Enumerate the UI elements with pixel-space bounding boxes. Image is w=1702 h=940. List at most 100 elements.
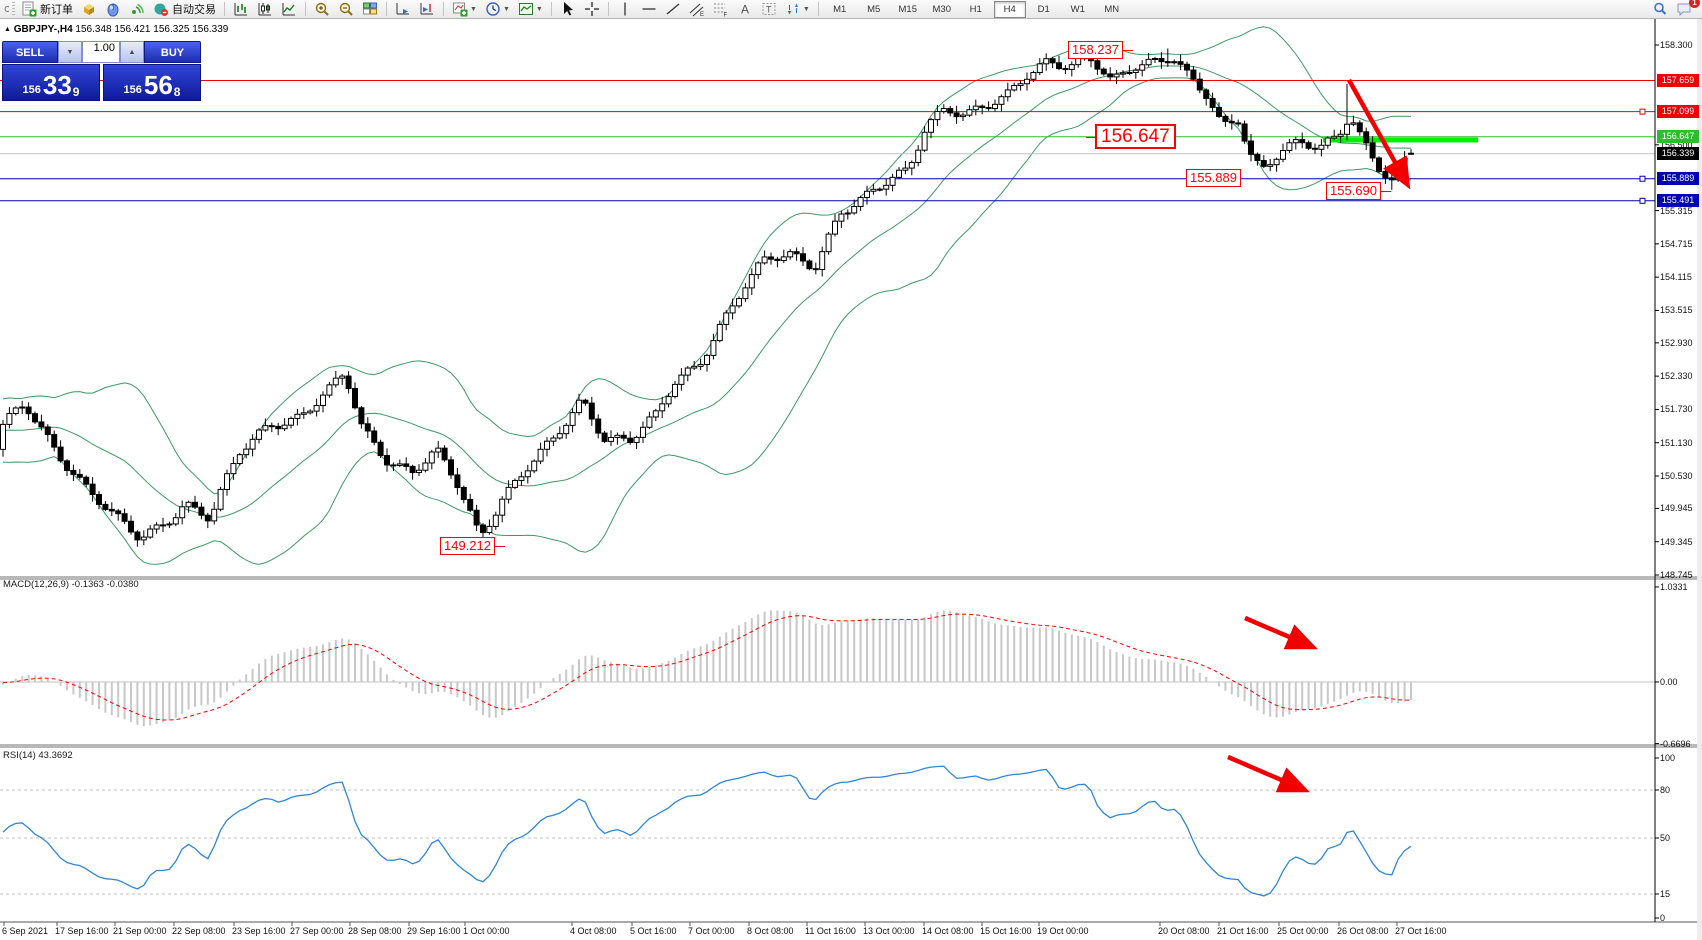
- chart-shift-icon: [420, 3, 433, 15]
- zoom-in-button[interactable]: [311, 1, 333, 17]
- sell-price-small: 156: [22, 84, 41, 96]
- autotrading-label: 自动交易: [172, 4, 216, 16]
- sell-price-sup: 9: [72, 85, 80, 99]
- clipped-icon: [1, 1, 9, 17]
- buy-price-sup: 8: [173, 85, 181, 99]
- signals-button[interactable]: [126, 1, 148, 17]
- templates-caret-icon: ▼: [535, 5, 543, 13]
- search-icon: [1654, 2, 1667, 15]
- price-annotation[interactable]: 155.889: [1186, 169, 1241, 187]
- svg-text:F: F: [723, 13, 727, 18]
- arrows-caret-icon: ▼: [802, 5, 810, 13]
- bar-chart-icon: [234, 3, 247, 16]
- cursor-tool-button[interactable]: [557, 1, 579, 17]
- depth-of-market-button[interactable]: [78, 1, 100, 17]
- price-annotation[interactable]: 158.237: [1068, 41, 1133, 59]
- new-order-button[interactable]: 新订单: [18, 1, 76, 17]
- indicators-button[interactable]: ▼: [449, 1, 480, 17]
- timeframe-H4[interactable]: H4: [993, 0, 1026, 18]
- timeframe-M30[interactable]: M30: [932, 3, 951, 15]
- annotation-tail: [1381, 191, 1391, 192]
- bollinger-bands: [2, 26, 1412, 565]
- horizontal-line-objects[interactable]: [0, 80, 1655, 204]
- timeframe-M15[interactable]: M15: [898, 3, 917, 15]
- sell-price-big: 33: [42, 70, 72, 100]
- line-chart-icon: [282, 3, 295, 16]
- crosshair-tool-button[interactable]: [581, 1, 603, 17]
- indicators-caret-icon: ▼: [470, 5, 477, 13]
- chart-shift-button[interactable]: [416, 1, 438, 17]
- tile-windows-button[interactable]: [359, 1, 381, 17]
- red-trend-arrow[interactable]: [1347, 78, 1411, 190]
- annotation-tail: [1123, 50, 1133, 51]
- trendline-tool-button[interactable]: [662, 1, 684, 17]
- channel-tool-button[interactable]: E: [686, 1, 708, 17]
- hline-tool-button[interactable]: [638, 1, 660, 17]
- timeframe-H1[interactable]: H1: [969, 3, 982, 15]
- fibonacci-icon: F: [713, 3, 727, 18]
- svg-text:A: A: [741, 3, 749, 17]
- search-button[interactable]: [1649, 1, 1671, 17]
- zoom-in-icon: [315, 2, 329, 16]
- ohlc-readout: 156.348 156.421 156.325 156.339: [75, 24, 229, 35]
- timeframe-M5[interactable]: M5: [867, 3, 881, 15]
- buy-quote[interactable]: 156 56 8: [103, 64, 201, 101]
- vline-tool-button[interactable]: [614, 1, 636, 17]
- sell-button[interactable]: SELL: [2, 41, 58, 63]
- red-trend-arrow[interactable]: [1244, 615, 1318, 650]
- macd-signal-line: [2, 613, 1412, 721]
- signal-icon: [132, 3, 144, 14]
- line-handle[interactable]: [1639, 197, 1646, 204]
- templates-button[interactable]: ▼: [515, 1, 546, 17]
- macd-panel: [0, 610, 1655, 727]
- auto-scroll-button[interactable]: [392, 1, 414, 17]
- line-handle[interactable]: [1639, 175, 1646, 182]
- svg-text:E: E: [700, 12, 704, 17]
- text-label-icon: T: [762, 3, 776, 15]
- sell-quote[interactable]: 156 33 9: [2, 64, 100, 101]
- symbol-title: GBPJPY-,H4: [13, 24, 73, 35]
- periods-button[interactable]: ▼: [482, 1, 513, 17]
- trendline-icon: [666, 3, 680, 15]
- timeframe-group: M1 M5 M15 M30 H1 H4 D1 W1 MN: [823, 0, 1129, 18]
- rsi-panel: [0, 765, 1655, 897]
- buy-button[interactable]: BUY: [144, 41, 201, 63]
- market-watch-button[interactable]: [102, 1, 124, 17]
- svg-text:T: T: [766, 5, 772, 15]
- periods-caret-icon: ▼: [502, 5, 510, 13]
- fibonacci-tool-button[interactable]: F: [710, 1, 732, 17]
- right-edge-strip: [1697, 18, 1702, 940]
- price-annotation[interactable]: 155.690: [1326, 182, 1391, 200]
- red-trend-arrow[interactable]: [1227, 754, 1310, 793]
- autotrading-button[interactable]: 自动交易: [150, 1, 219, 17]
- timeframe-W1[interactable]: W1: [1070, 3, 1085, 15]
- notification-badge: 1: [1689, 0, 1700, 8]
- candle-chart-mode-button[interactable]: [254, 1, 276, 17]
- annotation-tail: [495, 546, 505, 547]
- zoom-out-button[interactable]: [335, 1, 357, 17]
- auto-scroll-icon: [396, 3, 409, 15]
- magnifier-fragment-icon: [4, 6, 9, 12]
- timeframe-M1[interactable]: M1: [833, 3, 847, 15]
- bar-chart-mode-button[interactable]: [230, 1, 252, 17]
- line-handle[interactable]: [1639, 108, 1646, 115]
- volume-decrease-button[interactable]: ▼: [58, 41, 82, 63]
- timeframe-D1[interactable]: D1: [1037, 3, 1050, 15]
- price-annotation[interactable]: 149.212: [440, 537, 505, 555]
- text-tool-button[interactable]: A: [734, 1, 756, 17]
- notifications-button[interactable]: 1: [1673, 0, 1700, 17]
- line-chart-mode-button[interactable]: [278, 1, 300, 17]
- buy-price-small: 156: [123, 84, 142, 96]
- price-annotation[interactable]: 156.647: [1086, 124, 1176, 149]
- text-label-tool-button[interactable]: T: [758, 1, 780, 17]
- timeframe-MN[interactable]: MN: [1104, 3, 1120, 15]
- equidistant-channel-icon: E: [689, 3, 704, 17]
- templates-icon: [518, 3, 533, 15]
- arrows-tool-button[interactable]: ▼: [782, 1, 813, 17]
- volume-increase-button[interactable]: ▲: [120, 41, 144, 63]
- volume-input[interactable]: 1.00: [82, 41, 120, 63]
- zoom-out-icon: [339, 2, 353, 16]
- collapse-triangle-icon[interactable]: ▲: [4, 26, 11, 33]
